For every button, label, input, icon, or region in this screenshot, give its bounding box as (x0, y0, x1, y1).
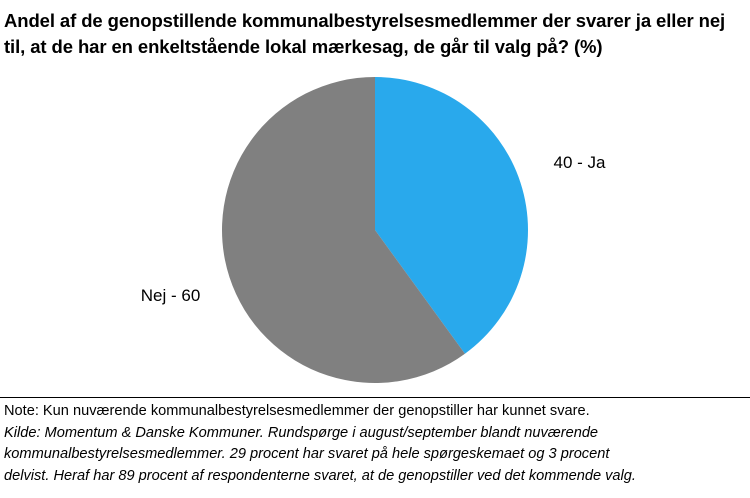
source-line-2: kommunalbestyrelsesmedlemmer. 29 procent… (4, 446, 610, 463)
pie-slice-ja (375, 77, 528, 354)
pie-slice-nej (221, 77, 465, 383)
chart-title: Andel af de genopstillende kommunalbesty… (4, 10, 726, 57)
slice-label-ja: 40 - Ja (553, 153, 606, 172)
pie-chart: 40 - Ja Nej - 60 (141, 77, 606, 383)
notes-divider (0, 397, 750, 398)
note-text: Note: Kun nuværende kommunalbestyrelsesm… (4, 403, 590, 419)
slice-label-nej: Nej - 60 (141, 286, 201, 305)
source-line-3: delvist. Heraf har 89 procent af respond… (4, 467, 636, 484)
source-line-1: Kilde: Momentum & Danske Kommuner. Runds… (4, 424, 599, 441)
chart-notes: Note: Kun nuværende kommunalbestyrelsesm… (4, 401, 748, 487)
